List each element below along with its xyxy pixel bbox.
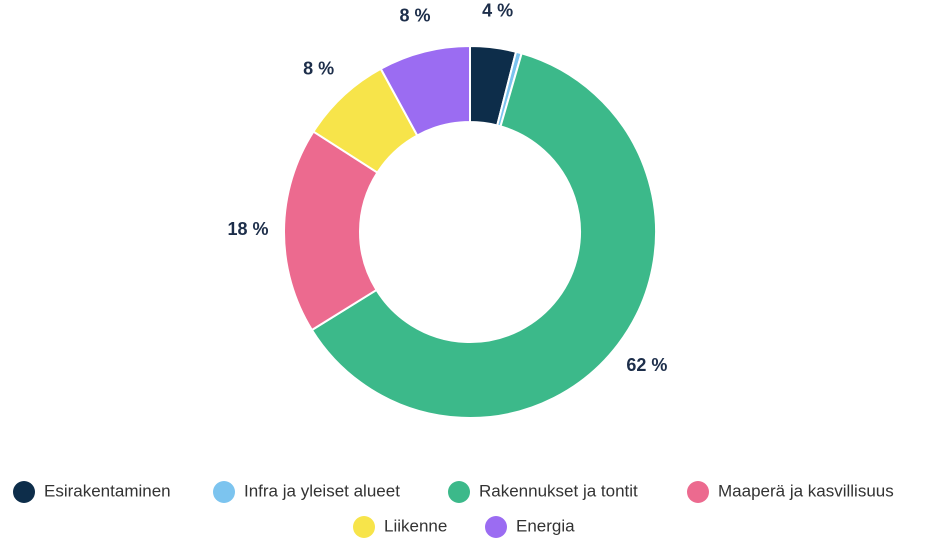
value-label: 4 % — [482, 0, 513, 20]
legend-label: Rakennukset ja tontit — [479, 481, 638, 500]
legend-swatch — [687, 481, 709, 503]
legend-swatch — [485, 516, 507, 538]
slice — [310, 52, 657, 419]
legend-label: Energia — [516, 516, 575, 535]
legend-swatch — [13, 481, 35, 503]
legend-label: Maaperä ja kasvillisuus — [718, 481, 894, 500]
legend-label: Esirakentaminen — [44, 481, 171, 500]
legend-swatch — [448, 481, 470, 503]
legend-swatch — [353, 516, 375, 538]
legend-swatch — [213, 481, 235, 503]
legend-label: Liikenne — [384, 516, 447, 535]
value-label: 62 % — [626, 355, 667, 375]
value-label: 8 % — [400, 6, 431, 26]
value-label: 18 % — [227, 219, 268, 239]
slice — [379, 44, 471, 137]
legend-label: Infra ja yleiset alueet — [244, 481, 400, 500]
value-label: 8 % — [303, 58, 334, 78]
